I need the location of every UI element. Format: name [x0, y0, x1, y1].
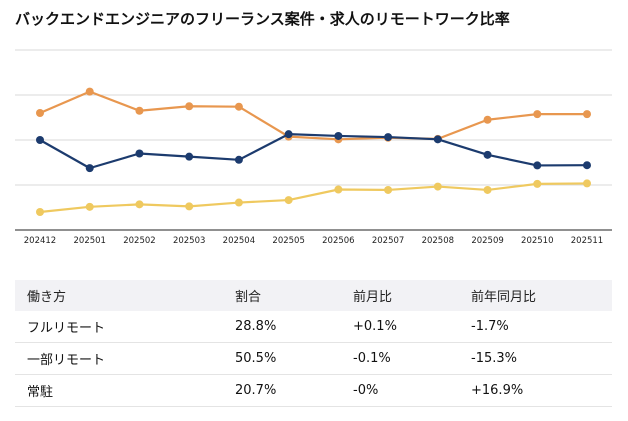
- data-point: [135, 149, 144, 158]
- data-point: [36, 109, 44, 117]
- data-point: [85, 202, 94, 211]
- cell-ratio: 28.8%: [223, 311, 341, 343]
- cell-ratio: 50.5%: [223, 342, 341, 375]
- data-point: [483, 185, 492, 194]
- work-style-stats-table: 働き方 割合 前月比 前年同月比 フルリモート 28.8% +0.1% -1.7…: [15, 280, 612, 407]
- cell-work-style: 常駐: [15, 374, 223, 407]
- data-point: [433, 182, 442, 191]
- data-point: [533, 110, 542, 119]
- data-point: [185, 152, 194, 161]
- series-line: [39, 133, 588, 170]
- x-tick-label: 202504: [223, 236, 255, 246]
- data-point: [334, 131, 343, 140]
- cell-month-over-month: -0%: [341, 374, 459, 407]
- x-tick-label: 202511: [571, 236, 603, 246]
- table-header-row: 働き方 割合 前月比 前年同月比: [15, 280, 612, 311]
- data-point: [234, 102, 243, 111]
- data-point: [185, 202, 194, 211]
- data-point: [135, 106, 144, 115]
- cell-work-style: 一部リモート: [15, 342, 223, 375]
- data-point: [284, 130, 293, 139]
- data-point: [85, 87, 94, 96]
- data-point: [583, 110, 591, 119]
- data-point: [483, 150, 492, 159]
- x-tick-label: 202506: [322, 236, 354, 246]
- data-point: [135, 200, 144, 209]
- cell-month-over-month: -0.1%: [341, 342, 459, 375]
- data-point: [85, 164, 94, 173]
- x-tick-label: 202509: [471, 236, 503, 246]
- chart-title: バックエンドエンジニアのフリーランス案件・求人のリモートワーク比率: [15, 10, 510, 28]
- data-point: [334, 185, 343, 194]
- remote-work-ratio-line-chart: 202412 202501 202502 202503 202504 202505 2025…: [15, 49, 612, 246]
- data-point: [36, 208, 44, 216]
- data-point: [234, 198, 243, 207]
- data-point: [284, 196, 293, 205]
- data-point: [533, 179, 542, 188]
- header-month-over-month: 前月比: [353, 290, 393, 305]
- data-point: [583, 179, 591, 188]
- data-point: [234, 155, 243, 164]
- header-ratio: 割合: [235, 290, 262, 305]
- table-row: フルリモート 28.8% +0.1% -1.7%: [15, 311, 612, 343]
- table-row: 一部リモート 50.5% -0.1% -15.3%: [15, 342, 612, 375]
- cell-year-over-year: +16.9%: [459, 374, 612, 407]
- cell-year-over-year: -1.7%: [459, 311, 612, 343]
- stats-table-container: 働き方 割合 前月比 前年同月比 フルリモート 28.8% +0.1% -1.7…: [15, 280, 612, 407]
- data-point: [384, 185, 393, 194]
- data-point: [583, 161, 591, 170]
- x-tick-label: 202510: [521, 236, 553, 246]
- cell-month-over-month: +0.1%: [341, 311, 459, 343]
- x-tick-label: 202503: [173, 236, 205, 246]
- x-tick-label: 202412: [24, 236, 56, 246]
- header-year-over-year: 前年同月比: [471, 290, 537, 305]
- x-tick-label: 202501: [74, 236, 106, 246]
- data-point: [533, 161, 542, 170]
- x-tick-label: 202508: [422, 236, 454, 246]
- data-point: [384, 133, 393, 142]
- header-work-style: 働き方: [27, 290, 67, 305]
- cell-year-over-year: -15.3%: [459, 342, 612, 375]
- series-line: [39, 182, 588, 214]
- table-row: 常駐 20.7% -0% +16.9%: [15, 374, 612, 407]
- x-tick-label: 202502: [123, 236, 155, 246]
- cell-ratio: 20.7%: [223, 374, 341, 407]
- data-point: [483, 115, 492, 124]
- series-line: [39, 90, 587, 141]
- data-point: [185, 102, 194, 111]
- data-point: [36, 136, 44, 144]
- cell-work-style: フルリモート: [15, 311, 223, 343]
- x-tick-label: 202505: [272, 236, 304, 246]
- x-tick-label: 202507: [372, 236, 404, 246]
- data-point: [433, 135, 442, 144]
